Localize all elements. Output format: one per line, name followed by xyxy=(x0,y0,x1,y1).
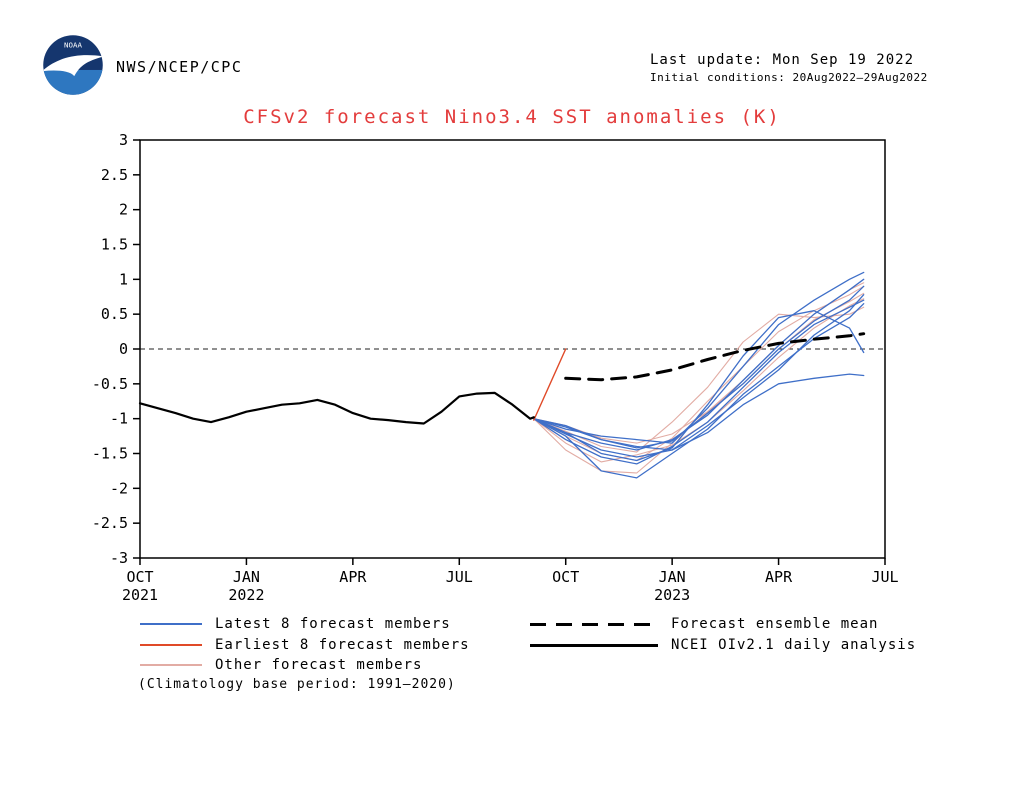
y-tick-label: 2.5 xyxy=(101,166,128,184)
chart-title: CFSv2 forecast Nino3.4 SST anomalies (K) xyxy=(243,106,781,128)
y-tick-label: 0 xyxy=(119,340,128,358)
y-tick-label: 1.5 xyxy=(101,236,128,254)
org-label: NWS/NCEP/CPC xyxy=(116,58,243,76)
series-latest xyxy=(533,303,865,479)
series-earliest xyxy=(533,348,567,421)
y-tick-label: 3 xyxy=(119,131,128,149)
x-tick-label: JUL xyxy=(446,568,473,586)
y-tick-label: 2 xyxy=(119,201,128,219)
series-latest xyxy=(533,278,865,451)
noaa-logo: NOAA xyxy=(43,35,103,95)
legend-item-mean: Forecast ensemble mean xyxy=(530,616,878,632)
series-analysis xyxy=(138,391,535,425)
legend-label-analysis: NCEI OIv2.1 daily analysis xyxy=(671,637,917,653)
ensemble-mean-line-sample xyxy=(530,622,658,626)
x-tick-year-label: 2021 xyxy=(122,586,158,600)
series-latest xyxy=(533,294,865,458)
legend-item-analysis: NCEI OIv2.1 daily analysis xyxy=(530,637,916,653)
climatology-note: (Climatology base period: 1991–2020) xyxy=(138,677,456,692)
x-tick-label: JUL xyxy=(871,568,898,586)
last-update-label: Last update: Mon Sep 19 2022 xyxy=(650,52,915,68)
legend-item-other: Other forecast members xyxy=(140,657,422,673)
x-tick-year-label: 2023 xyxy=(654,586,690,600)
earliest-members-line-sample xyxy=(140,644,202,646)
initial-conditions-label: Initial conditions: 20Aug2022–29Aug2022 xyxy=(650,71,928,84)
y-tick-label: -1 xyxy=(110,410,128,428)
legend-label-mean: Forecast ensemble mean xyxy=(671,616,879,632)
y-tick-label: -3 xyxy=(110,549,128,567)
series-latest xyxy=(533,271,865,444)
y-tick-label: 1 xyxy=(119,270,128,288)
x-tick-year-label: 2022 xyxy=(228,586,264,600)
y-tick-label: -1.5 xyxy=(92,445,128,463)
series-mean xyxy=(564,332,866,382)
legend-label-earliest: Earliest 8 forecast members xyxy=(215,637,470,653)
y-tick-label: -0.5 xyxy=(92,375,128,393)
legend-label-latest: Latest 8 forecast members xyxy=(215,616,451,632)
noaa-logo-bird xyxy=(43,55,103,77)
series-other xyxy=(533,306,865,453)
x-tick-label: JAN xyxy=(659,568,686,586)
x-tick-label: APR xyxy=(765,568,793,586)
x-tick-label: JAN xyxy=(233,568,260,586)
series-latest xyxy=(533,299,865,465)
x-tick-label: OCT xyxy=(552,568,579,586)
noaa-logo-text: NOAA xyxy=(64,41,82,50)
series-latest xyxy=(533,285,865,449)
series-other xyxy=(533,285,865,462)
x-tick-label: OCT xyxy=(126,568,153,586)
legend-label-other: Other forecast members xyxy=(215,657,423,673)
y-tick-label: -2 xyxy=(110,479,128,497)
forecast-plume-chart: 32.521.510.50-0.5-1-1.5-2-2.5-3OCT2021JA… xyxy=(92,131,899,600)
x-tick-label: APR xyxy=(339,568,367,586)
latest-members-line-sample xyxy=(140,623,202,625)
legend-item-earliest: Earliest 8 forecast members xyxy=(140,637,470,653)
other-members-line-sample xyxy=(140,664,202,666)
y-tick-label: -2.5 xyxy=(92,514,128,532)
series-latest xyxy=(533,310,865,462)
legend-item-latest: Latest 8 forecast members xyxy=(140,616,451,632)
y-tick-label: 0.5 xyxy=(101,305,128,323)
daily-analysis-line-sample xyxy=(530,643,658,647)
